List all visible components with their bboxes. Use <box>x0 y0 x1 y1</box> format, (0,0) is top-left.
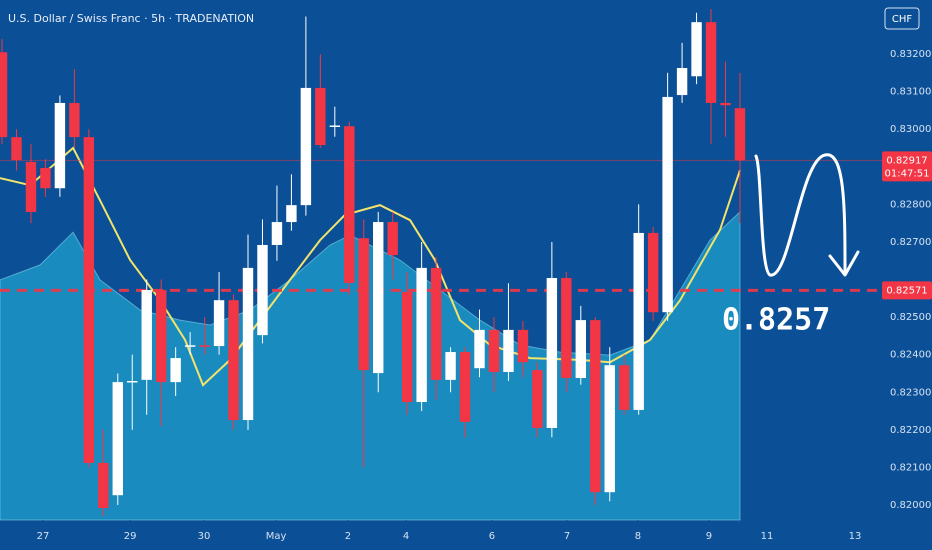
candle-body <box>474 329 485 369</box>
x-tick-label: 30 <box>198 531 211 542</box>
candle-body <box>54 102 66 189</box>
plot-area <box>0 9 882 521</box>
candle-body <box>445 352 456 380</box>
candle-body <box>575 320 587 378</box>
candle-body <box>286 205 297 223</box>
candle-body <box>488 329 500 372</box>
price-label-box <box>882 151 932 182</box>
candle-body <box>315 87 326 146</box>
candle-body <box>242 267 254 421</box>
x-tick-label: 13 <box>849 531 862 542</box>
candle-body <box>271 222 283 245</box>
candle-body <box>40 167 51 189</box>
candle-body <box>329 125 341 127</box>
candle-body <box>170 358 181 383</box>
x-tick-label: 11 <box>761 531 774 542</box>
candle-body <box>213 300 225 347</box>
forecast-arrow-head <box>828 250 860 277</box>
candle-body <box>155 290 167 383</box>
candle-body <box>98 462 109 508</box>
candle-body <box>300 87 312 206</box>
price-label: 0.82571 <box>886 285 927 296</box>
y-tick-label: 0.82700 <box>890 237 931 248</box>
x-tick-label: 4 <box>403 531 409 542</box>
y-tick-label: 0.83000 <box>890 124 931 135</box>
candle-body <box>517 329 529 363</box>
forecast-arrow <box>754 153 847 277</box>
candle-body <box>373 222 384 374</box>
x-tick-label: May <box>266 531 287 542</box>
candle-body <box>344 126 355 283</box>
candle-body <box>358 238 369 371</box>
candle-body <box>141 290 152 380</box>
candle-body <box>720 102 731 106</box>
candle-body <box>705 22 717 103</box>
candle-body <box>633 232 644 410</box>
candle-body <box>561 278 572 378</box>
y-tick-label: 0.82800 <box>890 199 931 210</box>
candle-body <box>662 96 673 313</box>
x-tick-label: 7 <box>564 531 570 542</box>
price-label: 0.82917 <box>886 155 927 166</box>
candle-body <box>401 291 413 403</box>
x-tick-label: 2 <box>345 531 351 542</box>
candle-body <box>257 244 268 336</box>
annotation: 0.8257 <box>722 302 830 337</box>
candle-body <box>112 382 123 496</box>
currency-label[interactable]: CHF <box>892 14 913 25</box>
candle-body <box>691 22 702 77</box>
candle-body <box>604 365 615 493</box>
x-tick-label: 27 <box>37 531 50 542</box>
countdown-label: 01:47:51 <box>885 168 930 179</box>
candle-body <box>546 278 558 428</box>
candle-body <box>459 352 471 422</box>
candle-body <box>618 365 630 410</box>
candle-body <box>676 68 688 96</box>
candle-body <box>532 370 543 428</box>
candle-body <box>228 300 239 421</box>
y-tick-label: 0.82300 <box>890 387 931 398</box>
y-tick-label: 0.83100 <box>890 87 931 98</box>
x-tick-label: 9 <box>706 531 712 542</box>
candle-body <box>734 108 746 161</box>
y-tick-label: 0.82500 <box>890 312 931 323</box>
price-label-box <box>882 281 932 300</box>
candle-body <box>503 329 514 372</box>
candle-body <box>184 345 196 347</box>
x-tick-label: 6 <box>489 531 495 542</box>
candle-body <box>11 137 22 161</box>
candle-body <box>25 161 37 212</box>
y-tick-label: 0.82100 <box>890 462 931 473</box>
candle-body <box>69 102 80 138</box>
y-tick-label: 0.83200 <box>890 49 931 60</box>
candle-body <box>0 52 8 138</box>
candle-body <box>647 232 659 313</box>
currency-box[interactable] <box>884 7 920 30</box>
candle-body <box>199 345 210 347</box>
y-tick-label: 0.82000 <box>890 500 931 511</box>
x-tick-label: 29 <box>124 531 137 542</box>
candle-body <box>127 380 138 383</box>
candle-body <box>387 222 398 256</box>
x-tick-label: 8 <box>635 531 641 542</box>
candle-body <box>416 267 427 403</box>
y-tick-label: 0.82400 <box>890 350 931 361</box>
chart-title: U.S. Dollar / Swiss Franc · 5h · TRADENA… <box>8 12 254 25</box>
candle-body <box>83 137 95 463</box>
candle-body <box>430 267 442 380</box>
candle-body <box>590 320 601 493</box>
y-tick-label: 0.82200 <box>890 425 931 436</box>
